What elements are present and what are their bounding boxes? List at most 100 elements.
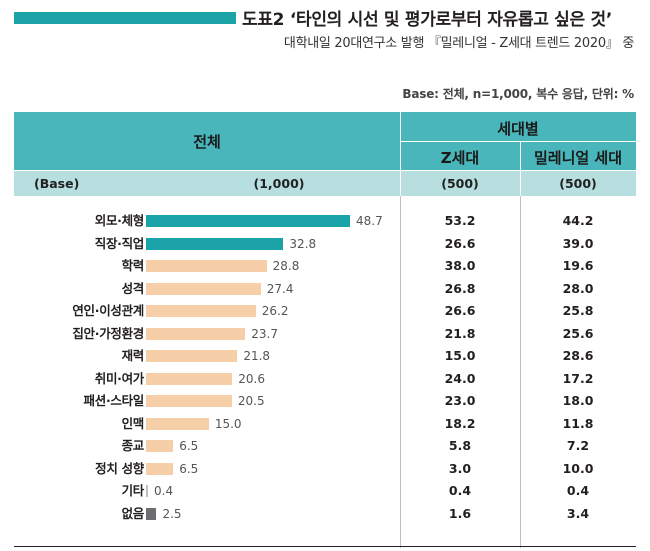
page-subtitle: 대학내일 20대연구소 발행 『밀레니얼 - Z세대 트렌드 2020』 중 — [283, 36, 634, 51]
header-divider — [400, 112, 401, 196]
bar-value-label: 21.8 — [243, 349, 271, 363]
col-millennial-header: 밀레니얼 세대 — [533, 149, 623, 167]
table-row: 없음 2.5 1.6 3.4 — [14, 503, 636, 525]
table-row: 외모·체형 48.7 53.2 44.2 — [14, 210, 636, 232]
bar-total — [146, 350, 238, 362]
table-row: 학력 28.8 38.0 19.6 — [14, 255, 636, 277]
bar-value-label: 32.8 — [289, 236, 317, 251]
millennial-value: 28.0 — [562, 280, 594, 296]
bar-total — [146, 507, 157, 520]
table-bottom-rule — [14, 546, 636, 547]
table-row: 종교 6.5 5.8 7.2 — [14, 435, 636, 457]
table-row: 패션·스타일 20.5 23.0 18.0 — [14, 390, 636, 412]
millennial-value: 44.2 — [562, 213, 594, 228]
base-note: Base: 전체, n=1,000, 복수 응답, 단위: % — [402, 87, 634, 101]
millennial-value: 19.6 — [562, 258, 594, 273]
bar-value-label: 23.7 — [251, 326, 278, 341]
bar-value-label: 6.5 — [179, 461, 199, 476]
table-row: 재력 21.8 15.0 28.6 — [14, 345, 636, 367]
category-label: 외모·체형 — [94, 213, 145, 228]
header-divider — [14, 170, 636, 171]
category-label: 재력 — [121, 348, 145, 363]
bar-total — [146, 395, 232, 407]
millennial-value: 11.8 — [562, 415, 594, 431]
z-value: 53.2 — [444, 213, 476, 228]
table-base-row — [14, 170, 636, 196]
data-table: 전체 세대별 Z세대 밀레니얼 세대 (Base) (1,000) (500) … — [14, 112, 636, 548]
millennial-value: 39.0 — [562, 235, 594, 251]
table-row: 기타 0.4 0.4 0.4 — [14, 480, 636, 502]
bar-total — [146, 485, 148, 497]
z-value: 24.0 — [444, 370, 476, 386]
bar-total — [146, 215, 350, 227]
bar-value-label: 48.7 — [356, 214, 383, 228]
bar-value-label: 26.2 — [261, 304, 289, 318]
bar-total — [146, 282, 261, 295]
body-divider — [400, 196, 401, 548]
bar-total — [146, 440, 174, 452]
category-label: 연인·이성관계 — [72, 303, 144, 318]
category-label: 취미·여가 — [94, 370, 145, 386]
bar-value-label: 20.5 — [237, 394, 265, 408]
base-z: (500) — [441, 176, 479, 191]
z-value: 18.2 — [444, 415, 476, 431]
title-accent-bar — [14, 12, 236, 24]
table-row: 직장·직업 32.8 26.6 39.0 — [14, 233, 636, 255]
millennial-value: 25.8 — [562, 303, 594, 318]
bar-total — [146, 462, 174, 475]
table-row: 정치 성향 6.5 3.0 10.0 — [14, 458, 636, 480]
table-row: 연인·이성관계 26.2 26.6 25.8 — [14, 300, 636, 322]
millennial-value: 10.0 — [562, 460, 594, 476]
bar-total — [146, 260, 267, 272]
base-total: (1,000) — [253, 176, 305, 191]
bar-total — [146, 417, 209, 430]
category-label: 기타 — [121, 483, 145, 498]
millennial-value: 7.2 — [566, 438, 590, 453]
bar-value-label: 0.4 — [154, 484, 174, 498]
category-label: 종교 — [121, 438, 145, 453]
category-label: 성격 — [121, 280, 145, 296]
category-label: 패션·스타일 — [83, 393, 145, 408]
col-generation-header: 세대별 — [497, 120, 539, 138]
bar-value-label: 27.4 — [266, 281, 294, 296]
millennial-value: 0.4 — [566, 483, 590, 498]
z-value: 5.8 — [448, 438, 472, 453]
bar-total — [146, 237, 284, 250]
bar-total — [146, 327, 246, 340]
z-value: 23.0 — [444, 393, 476, 408]
millennial-value: 3.4 — [566, 505, 590, 521]
table-row: 인맥 15.0 18.2 11.8 — [14, 413, 636, 435]
bar-total — [146, 372, 233, 385]
millennial-value: 18.0 — [562, 393, 594, 408]
category-label: 정치 성향 — [95, 460, 144, 476]
bar-value-label: 20.6 — [238, 371, 265, 386]
z-value: 26.6 — [444, 235, 476, 251]
z-value: 26.8 — [444, 280, 476, 296]
header-divider — [400, 141, 636, 142]
z-value: 26.6 — [444, 303, 476, 318]
category-label: 없음 — [121, 505, 145, 521]
z-value: 38.0 — [444, 258, 476, 273]
header-divider — [520, 141, 521, 196]
bar-value-label: 15.0 — [214, 416, 242, 431]
millennial-value: 28.6 — [562, 348, 594, 363]
col-total-header: 전체 — [193, 133, 221, 151]
base-label: (Base) — [34, 176, 80, 191]
bar-total — [146, 305, 256, 317]
table-row: 취미·여가 20.6 24.0 17.2 — [14, 368, 636, 390]
category-label: 인맥 — [121, 415, 145, 431]
bar-value-label: 6.5 — [179, 439, 199, 453]
base-millennial: (500) — [559, 176, 597, 191]
z-value: 21.8 — [444, 325, 476, 341]
category-label: 직장·직업 — [94, 235, 145, 251]
col-z-header: Z세대 — [440, 149, 480, 167]
bar-value-label: 2.5 — [162, 506, 182, 521]
body-divider — [520, 196, 521, 548]
z-value: 1.6 — [448, 505, 472, 521]
millennial-value: 17.2 — [562, 370, 594, 386]
page-title: 도표2 ‘타인의 시선 및 평가로부터 자유롭고 싶은 것’ — [242, 10, 612, 30]
bar-value-label: 28.8 — [272, 259, 300, 273]
table-row: 집안·가정환경 23.7 21.8 25.6 — [14, 323, 636, 345]
table-row: 성격 27.4 26.8 28.0 — [14, 278, 636, 300]
millennial-value: 25.6 — [562, 325, 594, 341]
